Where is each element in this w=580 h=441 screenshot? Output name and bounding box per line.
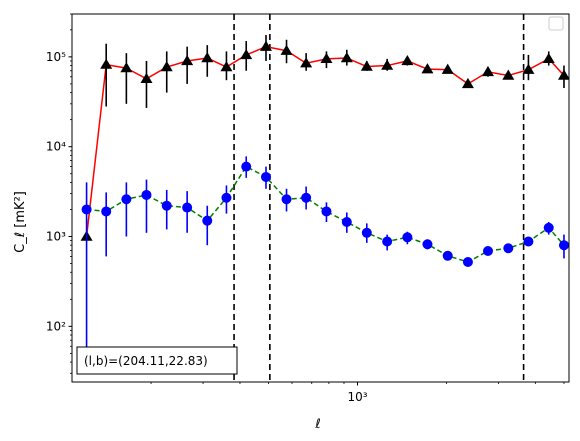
data-point-circle — [482, 245, 493, 256]
data-point-circle — [341, 217, 352, 228]
data-point-circle — [161, 200, 172, 211]
data-point-triangle — [481, 65, 494, 77]
data-point-triangle — [160, 61, 173, 72]
plot-area — [80, 14, 569, 382]
data-point-triangle — [421, 63, 434, 74]
axis-ticks: 10² 10³ 10⁴ 10⁵ 10³ — [46, 13, 565, 404]
data-point-triangle — [181, 54, 194, 66]
data-point-circle — [543, 222, 554, 233]
data-point-triangle — [100, 58, 113, 69]
annotation-frame — [76, 346, 238, 375]
data-point-circle — [281, 194, 292, 205]
data-point-triangle — [441, 63, 454, 74]
data-point-triangle — [259, 40, 272, 51]
data-point-triangle — [340, 52, 353, 63]
data-point-triangle — [522, 63, 535, 74]
data-point-circle — [503, 243, 514, 254]
data-point-circle — [442, 250, 453, 261]
data-point-circle — [260, 171, 271, 182]
data-point-circle — [462, 257, 473, 268]
data-point-circle — [301, 192, 312, 203]
y-tick-label: 10² — [46, 319, 66, 333]
data-point-circle — [382, 236, 393, 247]
data-point-triangle — [140, 72, 153, 83]
data-point-triangle — [320, 52, 333, 64]
data-point-triangle — [280, 44, 293, 55]
y-axis-label: C_ℓ [mK²] — [13, 191, 28, 253]
data-point-circle — [321, 206, 332, 217]
data-point-triangle — [401, 54, 414, 66]
data-point-circle — [241, 161, 252, 172]
annotation-box: (l,b)=(204.11,22.83) — [76, 346, 238, 375]
y-tick-label: 10³ — [46, 230, 66, 244]
data-point-circle — [202, 215, 213, 226]
plot-content — [80, 14, 569, 382]
data-point-triangle — [300, 57, 313, 68]
data-point-circle — [361, 227, 372, 238]
data-point-circle — [558, 240, 569, 251]
y-tick-label: 10⁵ — [46, 50, 66, 64]
legend-box — [548, 16, 564, 31]
data-point-circle — [402, 232, 413, 243]
data-point-triangle — [461, 77, 474, 89]
x-axis-label: ℓ — [314, 417, 320, 432]
x-tick-label: 10³ — [347, 390, 367, 404]
data-point-circle — [182, 202, 193, 213]
annotation-text: (l,b)=(204.11,22.83) — [84, 354, 208, 368]
data-point-circle — [422, 239, 433, 250]
data-point-circle — [101, 206, 112, 217]
legend-frame — [548, 16, 564, 31]
data-point-triangle — [201, 52, 214, 63]
data-point-triangle — [120, 62, 133, 73]
data-point-triangle — [542, 52, 555, 64]
data-point-triangle — [502, 69, 515, 80]
data-point-triangle — [381, 59, 394, 70]
data-point-circle — [523, 236, 534, 247]
data-point-triangle — [557, 69, 569, 80]
data-point-triangle — [220, 61, 233, 72]
y-tick-label: 10⁴ — [46, 140, 66, 154]
data-point-circle — [141, 189, 152, 200]
data-point-triangle — [360, 60, 373, 71]
axes-frame — [71, 13, 570, 383]
data-point-circle — [221, 192, 232, 203]
data-point-triangle — [240, 48, 253, 60]
data-point-circle — [81, 204, 92, 215]
data-point-circle — [121, 194, 132, 205]
